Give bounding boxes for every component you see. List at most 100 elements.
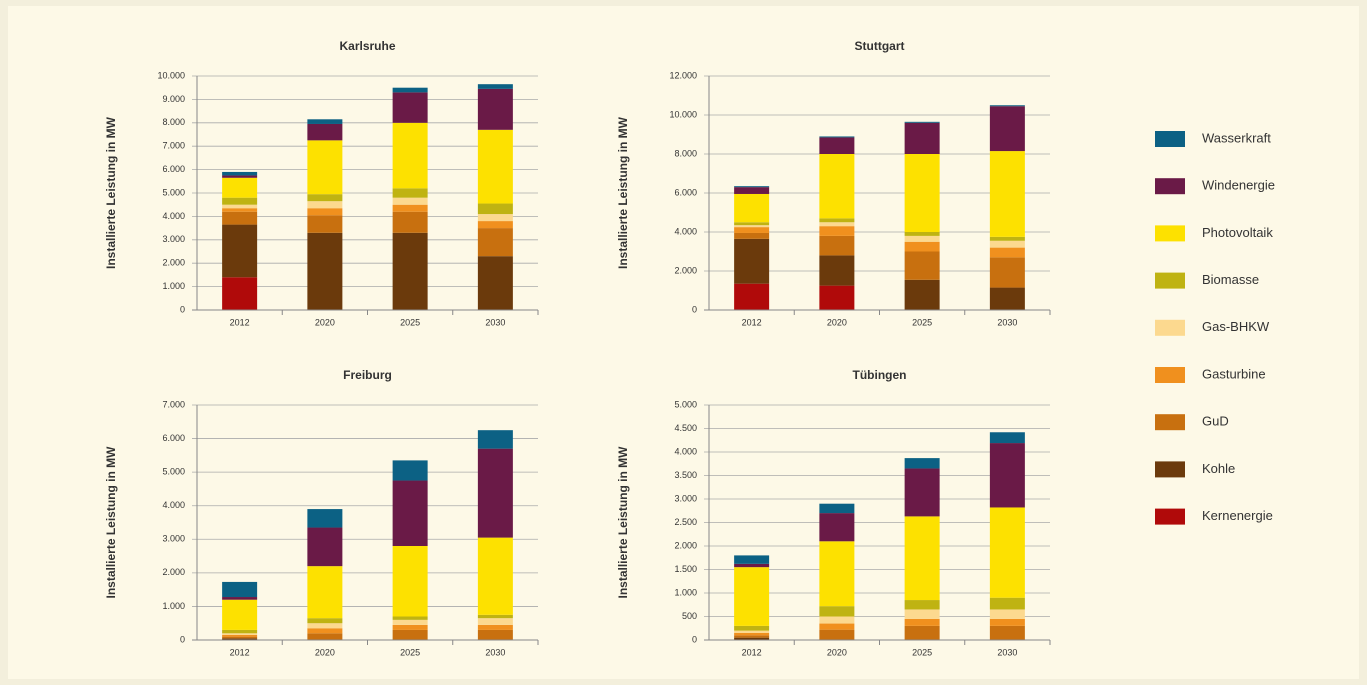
bar-segment: [477, 537, 513, 615]
y-tick-label: 10.000: [669, 109, 697, 119]
x-tick-label: 2012: [742, 317, 762, 327]
bar-segment: [307, 123, 343, 141]
x-tick-label: 2012: [230, 317, 250, 327]
bar-segment: [904, 468, 940, 517]
y-axis-label: Installierte Leistung in MW: [104, 116, 118, 269]
legend-label: Wasserkraft: [1202, 130, 1271, 145]
y-tick-label: 4.000: [674, 226, 697, 236]
bar-segment: [222, 175, 258, 178]
legend-label: Gasturbine: [1202, 366, 1266, 381]
bar-segment: [392, 211, 428, 233]
y-tick-label: 3.500: [674, 470, 697, 480]
y-tick-label: 8.000: [674, 148, 697, 158]
bar-segment: [734, 193, 770, 223]
legend-swatch: [1155, 178, 1185, 195]
bar-segment: [392, 460, 428, 481]
bar-segment: [222, 171, 258, 176]
bar-segment: [904, 241, 940, 252]
bar-segment: [734, 555, 770, 564]
bar-segment: [477, 214, 513, 222]
bar-segment: [819, 513, 855, 542]
bar-segment: [904, 232, 940, 236]
bar-segment: [734, 187, 770, 194]
bar-segment: [307, 509, 343, 528]
y-tick-label: 2.500: [674, 517, 697, 527]
bar-segment: [734, 238, 770, 284]
bar-segment: [307, 201, 343, 209]
bar-segment: [392, 188, 428, 198]
x-tick-label: 2020: [315, 647, 335, 657]
bar-segment: [734, 222, 770, 226]
bar-segment: [819, 154, 855, 219]
bar-segment: [477, 203, 513, 215]
y-axis-label: Installierte Leistung in MW: [616, 116, 630, 269]
bar-segment: [222, 208, 258, 212]
y-tick-label: 6.000: [674, 187, 697, 197]
bar-segment: [734, 635, 770, 638]
bar-segment: [392, 87, 428, 93]
bar-segment: [989, 247, 1025, 258]
bar-segment: [819, 136, 855, 138]
bar-segment: [392, 619, 428, 625]
bar-segment: [477, 88, 513, 130]
legend-label: Kernenergie: [1202, 508, 1273, 523]
legend-label: Gas-BHKW: [1202, 319, 1270, 334]
bar-segment: [392, 204, 428, 212]
legend-swatch: [1155, 131, 1185, 147]
bar-segment: [392, 92, 428, 123]
y-tick-label: 7.000: [162, 141, 185, 151]
bar-segment: [734, 563, 770, 568]
legend-label: Biomasse: [1202, 272, 1259, 287]
bar-segment: [819, 235, 855, 256]
y-tick-label: 5.000: [674, 399, 697, 409]
x-tick-label: 2030: [997, 647, 1017, 657]
bar-segment: [477, 84, 513, 89]
x-tick-label: 2020: [315, 317, 335, 327]
y-tick-label: 0: [180, 304, 185, 314]
bar-segment: [222, 633, 258, 635]
bar-segment: [819, 503, 855, 514]
bar-segment: [734, 625, 770, 631]
y-axis-label: Installierte Leistung in MW: [104, 446, 118, 599]
bar-segment: [222, 204, 258, 209]
y-tick-label: 3.000: [674, 493, 697, 503]
bar-segment: [989, 151, 1025, 237]
bar-segment: [222, 634, 258, 637]
bar-segment: [392, 197, 428, 205]
legend-swatch: [1155, 319, 1185, 336]
y-tick-label: 1.000: [162, 281, 185, 291]
bar-segment: [989, 106, 1025, 152]
y-tick-label: 1.000: [162, 601, 185, 611]
bar-segment: [989, 236, 1025, 241]
bar-segment: [307, 623, 343, 629]
bar-segment: [307, 119, 343, 124]
bar-segment: [222, 599, 258, 630]
legend-label: Kohle: [1202, 461, 1235, 476]
legend-label: Windenergie: [1202, 178, 1275, 193]
bar-segment: [904, 121, 940, 123]
bar-segment: [989, 609, 1025, 619]
y-tick-label: 4.000: [162, 500, 185, 510]
bar-segment: [392, 629, 428, 640]
bar-segment: [989, 257, 1025, 288]
x-tick-label: 2020: [827, 647, 847, 657]
y-tick-label: 3.000: [162, 534, 185, 544]
bar-segment: [904, 235, 940, 242]
x-tick-label: 2025: [400, 647, 420, 657]
y-tick-label: 5.000: [162, 187, 185, 197]
y-tick-label: 1.500: [674, 564, 697, 574]
y-tick-label: 2.000: [162, 567, 185, 577]
bar-segment: [307, 215, 343, 233]
y-tick-label: 2.000: [674, 265, 697, 275]
bar-segment: [989, 105, 1025, 107]
bar-segment: [819, 255, 855, 286]
y-tick-label: 10.000: [157, 70, 185, 80]
x-tick-label: 2030: [485, 317, 505, 327]
legend-swatch: [1155, 272, 1185, 289]
bar-segment: [477, 629, 513, 640]
bar-segment: [989, 625, 1025, 640]
bar-segment: [392, 232, 428, 310]
bar-segment: [904, 618, 940, 626]
bar-segment: [989, 507, 1025, 598]
bar-segment: [477, 129, 513, 204]
